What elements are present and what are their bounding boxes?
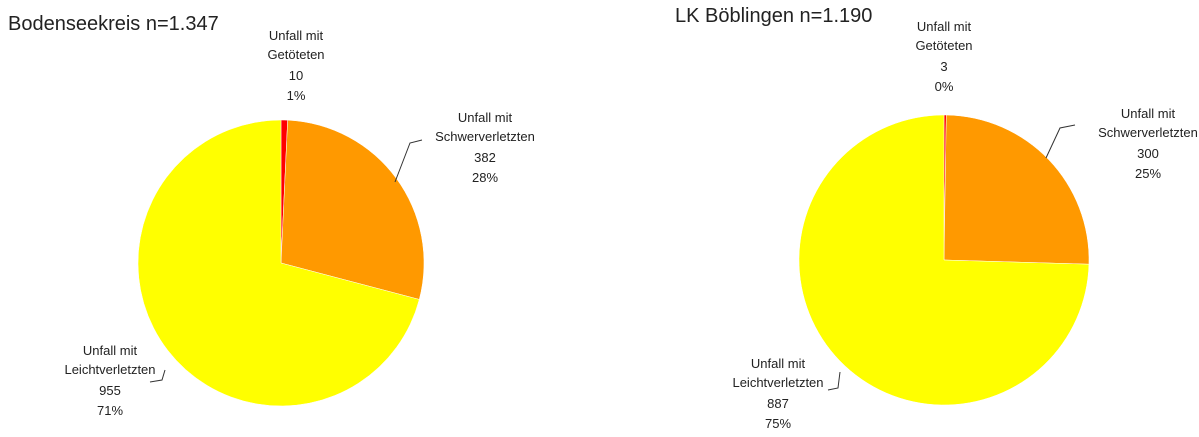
leader-line bbox=[149, 369, 166, 383]
label-line: Unfall mit bbox=[917, 19, 972, 34]
slice-value: 3 bbox=[940, 59, 947, 74]
label-line: Unfall mit bbox=[1121, 106, 1176, 121]
pie-slice bbox=[798, 114, 1090, 406]
slice-label: Unfall mit Schwerverletzten bbox=[435, 110, 535, 144]
label-line: Schwerverletzten bbox=[435, 129, 535, 144]
slice-label: Unfall mit Schwerverletzten bbox=[1098, 106, 1198, 140]
leader-line bbox=[827, 371, 841, 391]
slice-value: 10 bbox=[289, 68, 303, 83]
slice-value: 382 bbox=[474, 150, 496, 165]
label-line: Unfall mit bbox=[458, 110, 513, 125]
slice-label: Unfall mit Getöteten bbox=[915, 19, 972, 53]
chart-title: LK Böblingen n=1.190 bbox=[675, 5, 872, 27]
label-line: Unfall mit bbox=[269, 28, 324, 43]
slice-percent: 71% bbox=[97, 403, 123, 418]
slice-percent: 25% bbox=[1135, 166, 1161, 181]
pie-slice bbox=[137, 119, 420, 407]
leader-line bbox=[394, 139, 423, 183]
label-line: Getöteten bbox=[267, 47, 324, 62]
label-line: Leichtverletzten bbox=[64, 362, 155, 377]
leader-line bbox=[1045, 124, 1076, 159]
slice-percent: 0% bbox=[935, 79, 954, 94]
slice-label: Unfall mit Leichtverletzten bbox=[64, 343, 155, 377]
slice-label: Unfall mit Getöteten bbox=[267, 28, 324, 62]
label-line: Leichtverletzten bbox=[732, 375, 823, 390]
slice-value: 955 bbox=[99, 383, 121, 398]
pie-slice bbox=[943, 114, 1090, 265]
label-line: Schwerverletzten bbox=[1098, 125, 1198, 140]
slice-percent: 28% bbox=[472, 170, 498, 185]
slice-label: Unfall mit Leichtverletzten bbox=[732, 356, 823, 390]
label-line: Unfall mit bbox=[83, 343, 138, 358]
chart-title: Bodenseekreis n=1.347 bbox=[8, 13, 219, 35]
slice-percent: 75% bbox=[765, 416, 791, 431]
slice-value: 300 bbox=[1137, 146, 1159, 161]
label-line: Unfall mit bbox=[751, 356, 806, 371]
slice-percent: 1% bbox=[287, 88, 306, 103]
label-line: Getöteten bbox=[915, 38, 972, 53]
slice-value: 887 bbox=[767, 396, 789, 411]
